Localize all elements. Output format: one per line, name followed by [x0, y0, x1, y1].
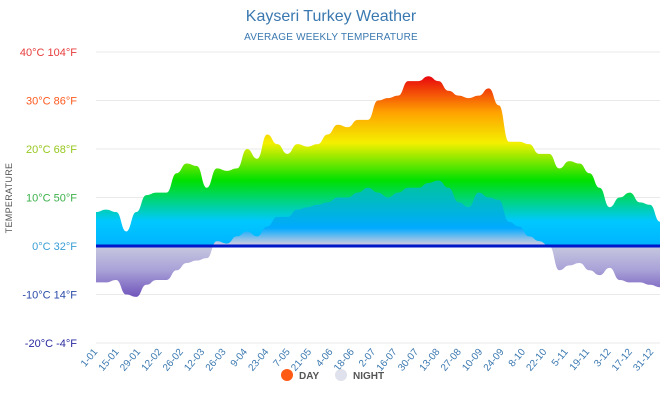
x-tick-label: 23-04 — [247, 347, 272, 374]
x-tick-label: 24-09 — [482, 347, 507, 374]
legend-item-day[interactable]: DAY — [281, 369, 320, 382]
x-tick-label: 26-02 — [161, 347, 186, 374]
y-tick-label: 0°C 32°F — [32, 241, 77, 253]
x-tick-label: 29-01 — [118, 347, 143, 374]
legend-day-label: DAY — [299, 371, 320, 382]
x-tick-label: 22-10 — [525, 347, 550, 374]
legend-item-night[interactable]: NIGHT — [335, 369, 384, 382]
y-tick-label: 20°C 68°F — [26, 144, 77, 156]
legend: DAY NIGHT — [281, 369, 384, 382]
x-tick-label: 31-12 — [631, 347, 656, 374]
x-tick-label: 16-07 — [375, 347, 400, 374]
x-tick-label: 17-12 — [610, 347, 635, 374]
legend-night-marker — [335, 369, 347, 381]
x-tick-label: 12-03 — [182, 347, 207, 374]
x-tick-label: 19-11 — [568, 347, 593, 373]
x-tick-label: 13-08 — [418, 347, 443, 374]
y-tick-label: 10°C 50°F — [26, 193, 77, 205]
y-tick-label: 30°C 86°F — [26, 96, 77, 108]
x-tick-label: 21-05 — [289, 347, 314, 374]
legend-night-label: NIGHT — [353, 371, 384, 382]
legend-day-marker — [281, 369, 293, 381]
x-tick-label: 26-03 — [204, 347, 229, 374]
chart-subtitle: AVERAGE WEEKLY TEMPERATURE — [244, 32, 418, 43]
chart-title: Kayseri Turkey Weather — [246, 8, 417, 25]
y-tick-label: 40°C 104°F — [20, 47, 77, 59]
y-tick-label: -10°C 14°F — [22, 290, 77, 302]
x-tick-label: 15-01 — [97, 347, 122, 374]
y-axis-label: TEMPERATURE — [4, 163, 14, 234]
x-tick-label: 12-02 — [140, 347, 165, 374]
x-tick-label: 30-07 — [396, 347, 421, 374]
x-tick-label: 27-08 — [439, 347, 464, 374]
x-tick-label: 18-06 — [332, 347, 357, 374]
x-tick-label: 10-09 — [460, 347, 485, 374]
y-tick-labels: 40°C 104°F 30°C 86°F 20°C 68°F 10°C 50°F 0°C… — [20, 47, 77, 350]
day-temperature-area — [96, 76, 660, 246]
y-tick-label: -20°C -4°F — [25, 338, 77, 350]
night-temperature-area — [96, 180, 660, 297]
